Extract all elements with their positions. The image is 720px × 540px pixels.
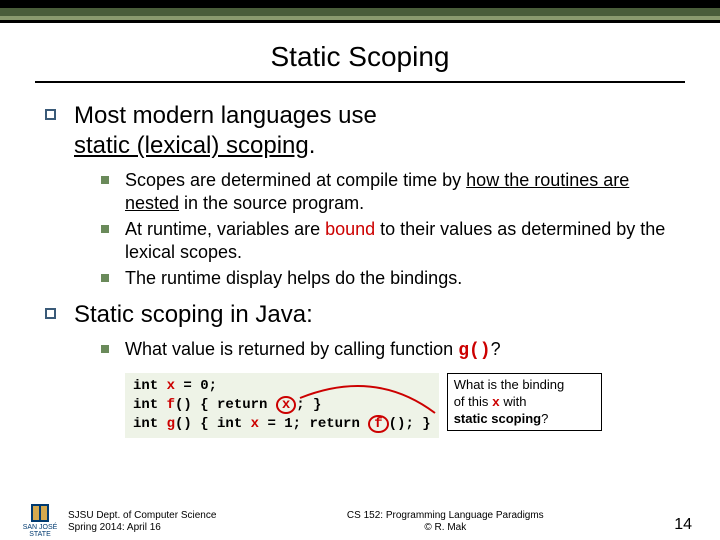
bullet-2-text: Static scoping in Java:: [74, 300, 313, 330]
footer-left: SJSU Dept. of Computer Science Spring 20…: [68, 510, 216, 534]
callout-box: What is the binding of this x with stati…: [447, 373, 602, 431]
content: Most modern languages use static (lexica…: [0, 83, 720, 438]
sub-list-1: Scopes are determined at compile time by…: [101, 169, 675, 290]
bullet-icon: [45, 109, 56, 120]
code-example: int x = 0; int f() { return x; } int g()…: [125, 373, 675, 438]
bullet-icon: [101, 274, 109, 282]
sub-1c: The runtime display helps do the binding…: [101, 267, 675, 290]
bullet-icon: [101, 345, 109, 353]
code-block: int x = 0; int f() { return x; } int g()…: [125, 373, 439, 438]
page-number: 14: [674, 516, 700, 534]
bullet-2: Static scoping in Java:: [45, 300, 675, 330]
sjsu-logo-icon: SAN JOSÉ STATE: [20, 504, 60, 534]
title-area: Static Scoping: [35, 23, 685, 83]
sub-list-2: What value is returned by calling functi…: [101, 338, 675, 363]
sub-1a: Scopes are determined at compile time by…: [101, 169, 675, 216]
header-decor: [0, 0, 720, 23]
slide-title: Static Scoping: [35, 41, 685, 73]
sub-1b: At runtime, variables are bound to their…: [101, 218, 675, 265]
bullet-1-text: Most modern languages use static (lexica…: [74, 101, 377, 161]
bullet-icon: [101, 176, 109, 184]
bullet-1: Most modern languages use static (lexica…: [45, 101, 675, 161]
footer-center: CS 152: Programming Language Paradigms ©…: [216, 510, 674, 534]
bullet-icon: [45, 308, 56, 319]
sub-2a: What value is returned by calling functi…: [101, 338, 675, 363]
footer: SAN JOSÉ STATE SJSU Dept. of Computer Sc…: [0, 504, 720, 534]
bullet-icon: [101, 225, 109, 233]
